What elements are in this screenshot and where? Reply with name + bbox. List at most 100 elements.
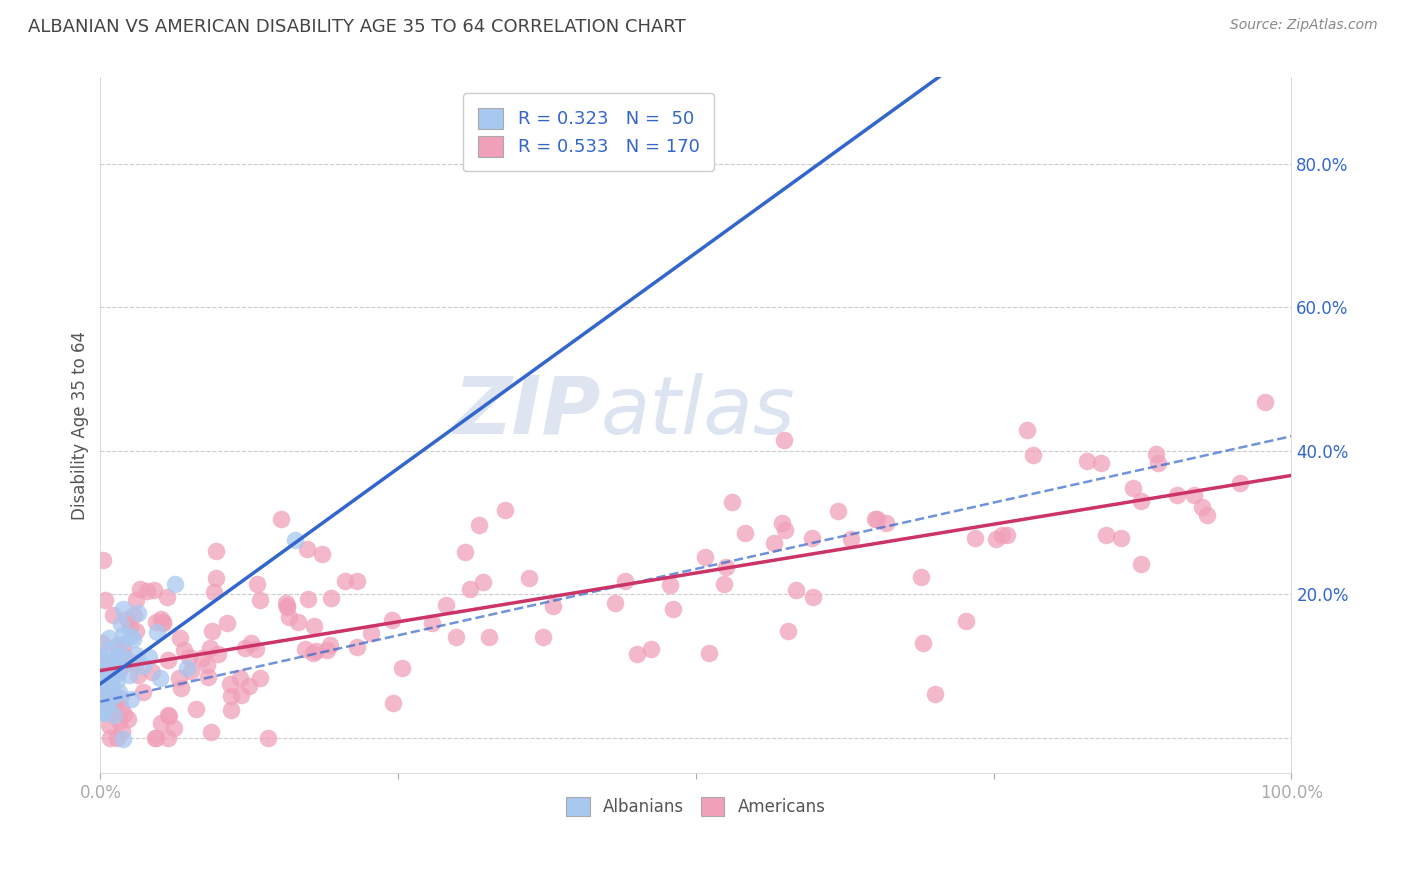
Point [1015, 423, 1038, 437]
Point [721, 495, 744, 509]
Point [122, 608, 145, 623]
Point [163, 721, 186, 735]
Point [1191, 500, 1213, 515]
Point [305, 644, 328, 658]
Point [138, 649, 160, 664]
Point [186, 702, 208, 716]
Point [605, 596, 627, 610]
Point [96, 658, 118, 673]
Point [863, 512, 886, 526]
Point [204, 543, 226, 558]
Point [149, 672, 172, 686]
Point [131, 684, 153, 698]
Point [294, 642, 316, 657]
Point [233, 640, 256, 655]
Point [127, 668, 149, 682]
Point [454, 545, 477, 559]
Point [100, 673, 122, 688]
Point [207, 647, 229, 661]
Point [108, 637, 131, 651]
Point [381, 613, 404, 627]
Point [1182, 487, 1205, 501]
Point [103, 688, 125, 702]
Point [101, 698, 124, 713]
Point [319, 638, 342, 652]
Point [640, 642, 662, 657]
Point [125, 624, 148, 638]
Point [107, 662, 129, 676]
Point [382, 696, 405, 710]
Point [90, 653, 112, 667]
Point [90, 671, 112, 685]
Point [202, 585, 225, 599]
Point [734, 526, 756, 541]
Point [770, 516, 793, 531]
Point [105, 731, 128, 745]
Point [97, 718, 120, 732]
Point [156, 707, 179, 722]
Point [827, 504, 849, 518]
Point [776, 624, 799, 638]
Point [108, 685, 131, 699]
Point [100, 692, 122, 706]
Point [122, 632, 145, 646]
Point [762, 535, 785, 549]
Point [801, 591, 824, 605]
Point [990, 527, 1012, 541]
Point [1022, 449, 1045, 463]
Point [180, 664, 202, 678]
Point [1144, 447, 1167, 461]
Point [249, 672, 271, 686]
Point [800, 531, 823, 545]
Point [115, 612, 138, 626]
Point [531, 630, 554, 644]
Point [297, 541, 319, 556]
Point [517, 571, 540, 585]
Point [240, 636, 263, 650]
Point [97, 631, 120, 645]
Point [136, 584, 159, 599]
Point [141, 665, 163, 679]
Point [94, 688, 117, 702]
Point [142, 582, 165, 597]
Point [270, 512, 292, 526]
Point [287, 615, 309, 629]
Point [125, 592, 148, 607]
Point [1094, 528, 1116, 542]
Point [333, 574, 356, 589]
Point [103, 707, 125, 722]
Point [1122, 481, 1144, 495]
Point [197, 670, 219, 684]
Point [103, 607, 125, 622]
Point [1090, 456, 1112, 470]
Point [276, 599, 298, 614]
Point [311, 548, 333, 562]
Point [120, 629, 142, 643]
Point [924, 687, 946, 701]
Point [1254, 395, 1277, 409]
Point [163, 577, 186, 591]
Point [614, 574, 637, 588]
Point [1166, 487, 1188, 501]
Point [91, 663, 114, 677]
Point [219, 703, 242, 717]
Point [191, 651, 214, 665]
Point [219, 689, 242, 703]
Point [98, 680, 121, 694]
Point [541, 599, 564, 613]
Point [107, 649, 129, 664]
Point [100, 657, 122, 672]
Point [91, 705, 114, 719]
Point [434, 598, 457, 612]
Point [156, 590, 179, 604]
Point [152, 615, 174, 630]
Point [96, 701, 118, 715]
Point [104, 661, 127, 675]
Point [955, 614, 977, 628]
Point [1147, 456, 1170, 470]
Point [1130, 493, 1153, 508]
Point [104, 654, 127, 668]
Point [112, 602, 135, 616]
Point [200, 641, 222, 656]
Point [156, 731, 179, 745]
